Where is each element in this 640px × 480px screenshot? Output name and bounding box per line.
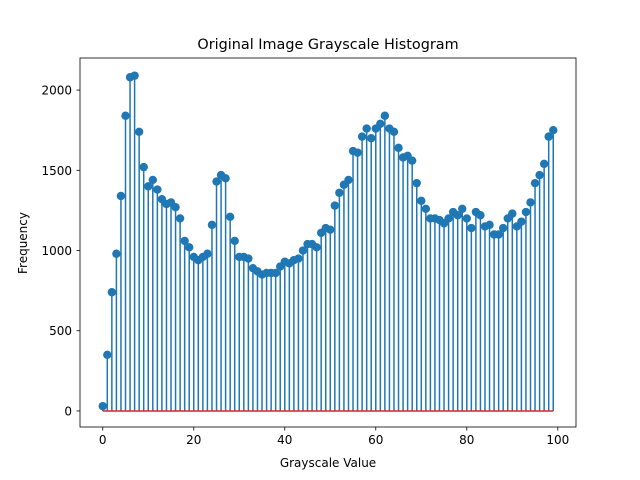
x-tick-label: 20 xyxy=(186,433,201,447)
stem-marker xyxy=(221,174,230,183)
axes-frame xyxy=(79,57,577,428)
stem-marker xyxy=(412,178,421,188)
stem-marker xyxy=(134,127,144,136)
stem-marker xyxy=(344,175,353,185)
x-axis-ticks: 0 20 40 60 80 100 xyxy=(99,427,569,447)
stem-marker xyxy=(144,182,153,191)
stem-marker xyxy=(130,71,139,80)
stem-marker xyxy=(212,177,221,186)
stem-marker xyxy=(458,204,467,214)
stem-marker xyxy=(494,230,503,239)
stem-marker xyxy=(335,188,344,197)
stem-marker xyxy=(98,401,107,411)
stem-marker xyxy=(376,119,385,128)
y-axis-label: Frequency xyxy=(16,212,30,274)
x-tick-label: 60 xyxy=(368,433,383,447)
stem-marker xyxy=(476,211,485,220)
stem-marker xyxy=(121,111,130,120)
stem-marker xyxy=(185,243,194,252)
stem-marker xyxy=(103,350,112,360)
stem-marker xyxy=(549,125,558,135)
stem-marker xyxy=(153,185,162,194)
y-tick-label: 2000 xyxy=(41,84,72,98)
stem-marker xyxy=(230,236,239,246)
stem-marker xyxy=(112,249,121,258)
stem-marker xyxy=(244,254,253,263)
y-tick-label: 1000 xyxy=(41,244,72,258)
stem-marker xyxy=(180,236,189,246)
stem-marker xyxy=(107,288,117,297)
stem-marker xyxy=(326,225,335,234)
stem-marker xyxy=(530,178,540,188)
stem-marker xyxy=(294,254,303,263)
stem-marker xyxy=(444,214,453,223)
stem-marker xyxy=(453,211,462,220)
stem-marker xyxy=(357,132,367,141)
stem-marker xyxy=(225,212,235,222)
stem-marker xyxy=(353,148,362,157)
stem-marker xyxy=(330,201,340,210)
stem-marker xyxy=(139,162,148,172)
y-axis-ticks: 0 500 1000 1500 2000 xyxy=(41,84,80,418)
stem-marker xyxy=(517,217,526,226)
stem-marker xyxy=(362,124,371,133)
stem-marker xyxy=(462,214,471,223)
stem-marker xyxy=(394,143,403,153)
stem-marker xyxy=(544,132,553,141)
stem-marker xyxy=(485,220,494,230)
y-tick-label: 0 xyxy=(64,404,72,418)
x-tick-label: 80 xyxy=(459,433,474,447)
stem-marker xyxy=(271,268,280,278)
stem-marker xyxy=(203,249,212,258)
stem-marker xyxy=(298,246,308,255)
stem-marker xyxy=(539,159,549,169)
stem-marker xyxy=(467,223,476,233)
stem-marker xyxy=(421,204,431,214)
stem-marker xyxy=(417,196,426,205)
stem-marker xyxy=(526,198,535,207)
stem-marker xyxy=(207,220,217,230)
stem-marker xyxy=(498,223,508,233)
stem-marker xyxy=(389,127,399,136)
stem-marker xyxy=(508,209,517,218)
stem-marker xyxy=(312,243,321,252)
chart-title: Original Image Grayscale Histogram xyxy=(197,37,458,53)
stem-marker xyxy=(521,207,531,217)
stem-marker xyxy=(407,156,417,165)
plot-area xyxy=(98,71,558,412)
stem-marker xyxy=(148,175,158,185)
x-tick-label: 100 xyxy=(546,433,569,447)
stem-marker xyxy=(171,203,180,212)
x-tick-label: 0 xyxy=(99,433,107,447)
x-axis-label: Grayscale Value xyxy=(280,456,376,470)
y-tick-label: 500 xyxy=(49,324,72,338)
x-tick-label: 40 xyxy=(277,433,292,447)
stem-marker xyxy=(367,134,376,143)
stem-marker xyxy=(535,170,544,180)
y-tick-label: 1500 xyxy=(41,164,72,178)
stem-marker xyxy=(116,191,126,201)
stem-marker xyxy=(175,214,185,223)
stem-marker xyxy=(380,111,390,120)
